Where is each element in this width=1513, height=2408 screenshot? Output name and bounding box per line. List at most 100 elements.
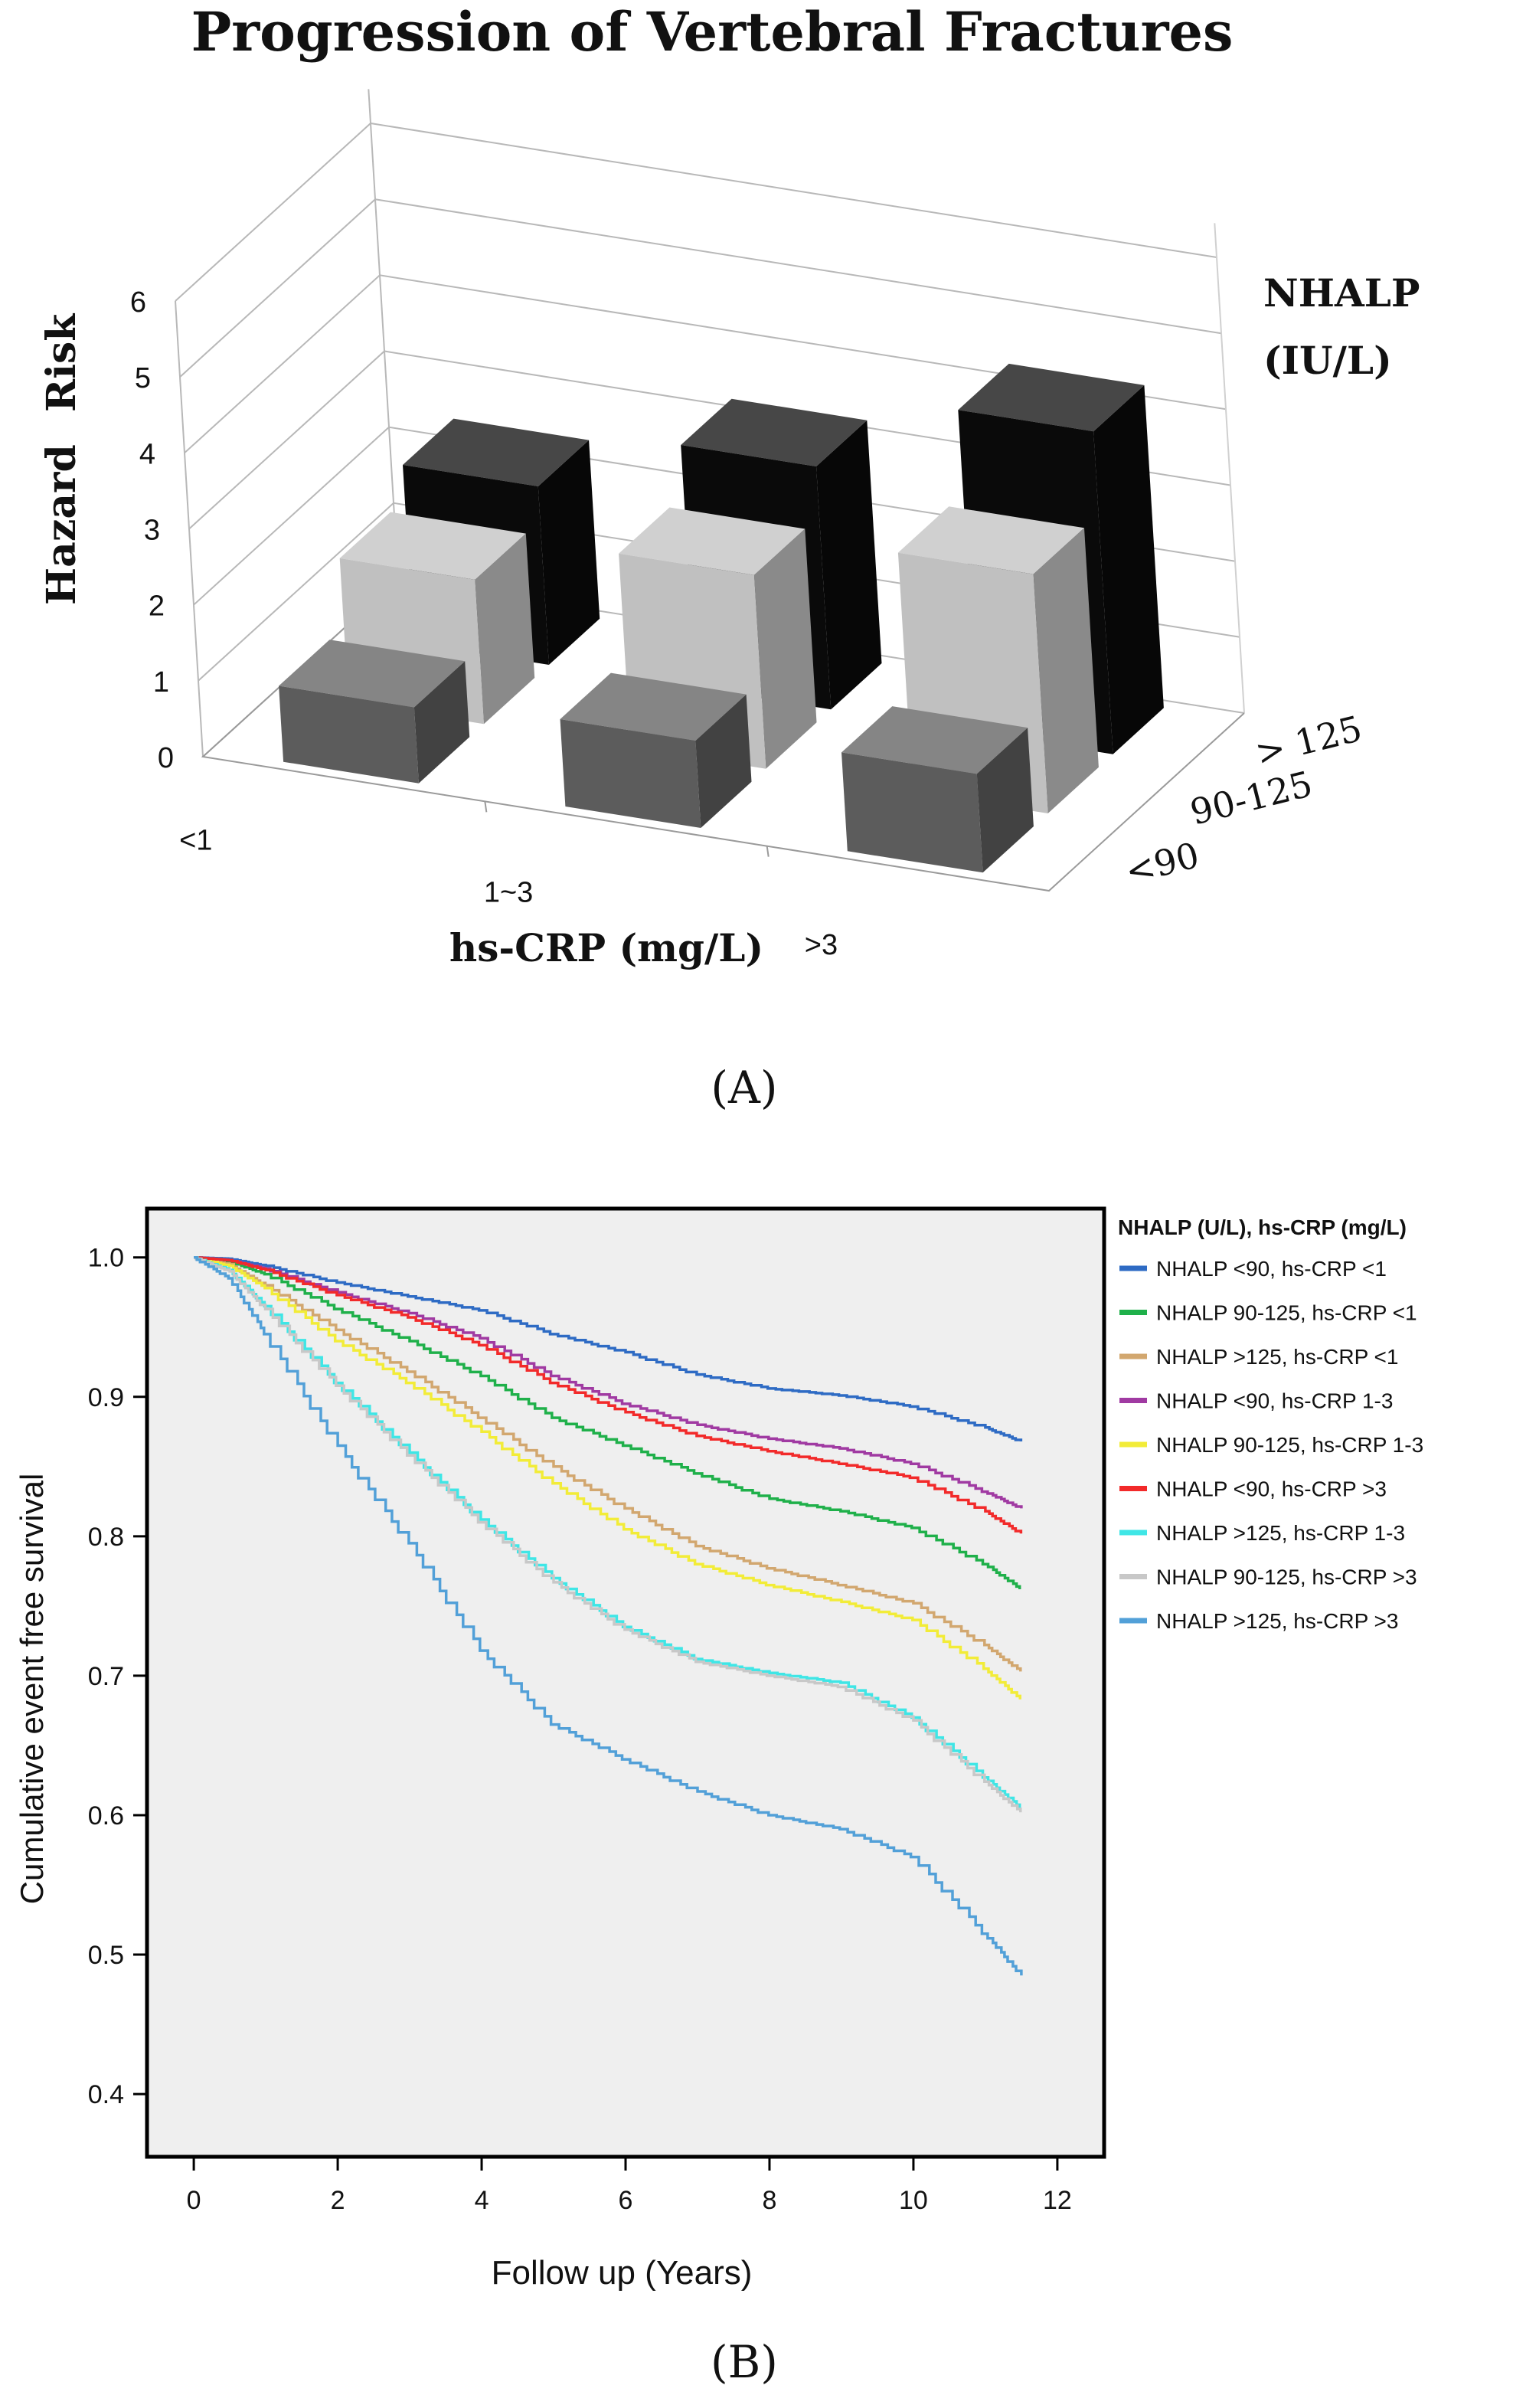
panel-b-label: (B)	[711, 2336, 778, 2388]
panel-a-bar-90-1	[279, 640, 470, 784]
panel-b-x-tick-label: 2	[331, 2186, 345, 2215]
panel-a-x-tick-mark	[484, 801, 488, 813]
panel-a-bar-side	[816, 420, 882, 710]
panel-b-legend-label: NHALP >125, hs-CRP 1-3	[1156, 1521, 1405, 1545]
panel-a-bar-top	[339, 512, 526, 580]
panel-b-x-ticks: 0 2 4 6 8 10 12	[187, 2157, 1072, 2215]
panel-b-curve-nhalp-90-hs-crp-3	[194, 1255, 1023, 1534]
panel-a-back-corner-line	[368, 89, 399, 580]
panel-b-curve-nhalp-90-hs-crp-1	[194, 1255, 1023, 1441]
panel-a-x-ticks: <1 1~3 >3	[179, 824, 838, 961]
panel-b-curve-nhalp-90-hs-crp-1-3	[194, 1255, 1023, 1509]
panel-b-legend-label: NHALP <90, hs-CRP >3	[1156, 1477, 1387, 1501]
panel-a-z-tick-label: > 125	[1251, 708, 1366, 774]
panel-a-y-tick-label: 3	[144, 515, 160, 547]
panel-a-bar-front	[560, 719, 701, 828]
panel-a-y-tick-label: 6	[130, 286, 146, 319]
panel-b-y-tick-label: 0.7	[88, 1662, 124, 1691]
panel-b-curve-nhalp-125-hs-crp-1-3	[194, 1255, 1021, 1808]
panel-a-bar-side	[976, 728, 1034, 873]
panel-a-bar-90-1-3	[560, 672, 752, 828]
panel-a-bars	[279, 363, 1164, 873]
panel-a-x-tick-label: <1	[179, 824, 212, 856]
panel-a-back-right-line	[1214, 223, 1245, 714]
panel-a-z-tick-label: <90	[1121, 834, 1203, 892]
panel-a-y-tick-label: 2	[149, 591, 165, 623]
panel-a-bar-top	[841, 706, 1028, 774]
panel-a-x-tick-label: 1~3	[484, 877, 533, 909]
panel-b-curve-nhalp-90-125-hs-crp-3	[194, 1255, 1022, 1813]
panel-a-x-label: hs-CRP (mg/L)	[449, 925, 763, 970]
panel-a-z-tick-label: 90-125	[1186, 763, 1316, 833]
panel-a-bar-top	[560, 672, 747, 741]
panel-a-y-tick-label: 4	[139, 438, 155, 470]
panel-b: 0.4 0.5 0.6 0.7 0.8 0.9 1.0 0 2 4 6 8 10 12 Cumulati…	[14, 1206, 1423, 2388]
panel-a-bar-side	[475, 533, 535, 725]
panel-b-y-tick-label: 1.0	[88, 1244, 124, 1273]
panel-b-survival-curves	[194, 1255, 1023, 1976]
panel-b-legend-label: NHALP <90, hs-CRP <1	[1156, 1257, 1387, 1281]
panel-b-x-tick-label: 6	[619, 2186, 633, 2215]
panel-b-y-ticks: 0.4 0.5 0.6 0.7 0.8 0.9 1.0	[88, 1244, 147, 2109]
panel-a-y-tick-label: 0	[158, 742, 174, 774]
panel-a-z-label-line-1: NHALP	[1263, 270, 1420, 316]
panel-b-legend-label: NHALP 90-125, hs-CRP <1	[1156, 1301, 1417, 1325]
panel-b-x-tick-label: 10	[899, 2186, 928, 2215]
panel-a-bar-side	[1033, 528, 1099, 813]
panel-b-y-tick-label: 0.9	[88, 1383, 124, 1412]
panel-a-y-axis-line	[175, 300, 204, 757]
panel-a-y-label-word-1: Hazard	[38, 444, 85, 605]
panel-a-x-tick-mark	[766, 846, 770, 857]
panel-a-bar-top	[619, 507, 806, 575]
panel-a-bar-side	[538, 440, 600, 665]
panel-a-x-tick-label: >3	[805, 929, 838, 961]
panel-b-x-tick-label: 4	[475, 2186, 489, 2215]
panel-a-bar-top	[958, 363, 1145, 432]
panel-a-y-tick-label: 1	[153, 666, 169, 699]
panel-a-gridline	[179, 198, 1222, 378]
panel-a-bar-side	[413, 661, 470, 784]
panel-b-y-tick-label: 0.4	[88, 2080, 124, 2109]
panel-b-curve-nhalp-90-125-hs-crp-1	[194, 1255, 1021, 1589]
panel-a-y-ticks: 0 1 2 3 4 5 6	[130, 286, 174, 774]
panel-b-x-tick-label: 0	[187, 2186, 201, 2215]
panel-b-x-label: Follow up (Years)	[492, 2254, 753, 2292]
panel-b-curve-nhalp-125-hs-crp-3	[194, 1255, 1023, 1976]
panel-b-legend-title: NHALP (U/L), hs-CRP (mg/L)	[1118, 1215, 1407, 1239]
panel-b-y-tick-label: 0.5	[88, 1941, 124, 1970]
panel-a-bar-90-3	[841, 706, 1034, 873]
panel-a-label: (A)	[711, 1062, 777, 1114]
panel-a-z-label-line-2: (IU/L)	[1263, 338, 1392, 383]
panel-a: Progression of Vertebral Fractures 0 1 2 3 4…	[38, 0, 1420, 1114]
panel-b-y-tick-label: 0.6	[88, 1801, 124, 1831]
panel-a-title: Progression of Vertebral Fractures	[191, 0, 1234, 64]
panel-a-bar-front	[841, 752, 983, 873]
panel-a-y-label-word-2: Risk	[38, 313, 85, 412]
panel-b-curve-nhalp-90-125-hs-crp-1-3	[194, 1255, 1021, 1700]
panel-b-curve-nhalp-125-hs-crp-1	[194, 1255, 1022, 1672]
panel-b-plot-area	[145, 1206, 1106, 2159]
panel-b-y-label: Cumulative event free survival	[14, 1474, 50, 1905]
panel-a-bar-front	[279, 685, 419, 784]
panel-b-legend-label: NHALP 90-125, hs-CRP 1-3	[1156, 1433, 1423, 1457]
panel-a-y-tick-label: 5	[135, 362, 151, 394]
panel-a-back-wall	[175, 89, 1245, 757]
panel-b-legend-label: NHALP 90-125, hs-CRP >3	[1156, 1566, 1417, 1589]
panel-a-bar-top	[897, 506, 1084, 574]
panel-a-bar-side	[695, 694, 752, 828]
panel-b-x-tick-label: 8	[763, 2186, 777, 2215]
panel-a-bar-top	[279, 640, 466, 708]
panel-b-legend-label: NHALP >125, hs-CRP >3	[1156, 1609, 1398, 1633]
panel-b-legend: NHALP (U/L), hs-CRP (mg/L) NHALP <90, hs…	[1118, 1215, 1423, 1633]
panel-a-bar-side	[754, 528, 817, 769]
panel-a-bar-side	[1093, 384, 1164, 754]
panel-b-legend-label: NHALP <90, hs-CRP 1-3	[1156, 1389, 1393, 1413]
panel-b-y-tick-label: 0.8	[88, 1523, 124, 1552]
panel-b-x-tick-label: 12	[1043, 2186, 1072, 2215]
panel-a-gridline	[175, 122, 1217, 302]
panel-a-bar-top	[681, 398, 868, 466]
panel-b-legend-label: NHALP >125, hs-CRP <1	[1156, 1345, 1398, 1369]
panel-a-bar-top	[403, 418, 590, 486]
